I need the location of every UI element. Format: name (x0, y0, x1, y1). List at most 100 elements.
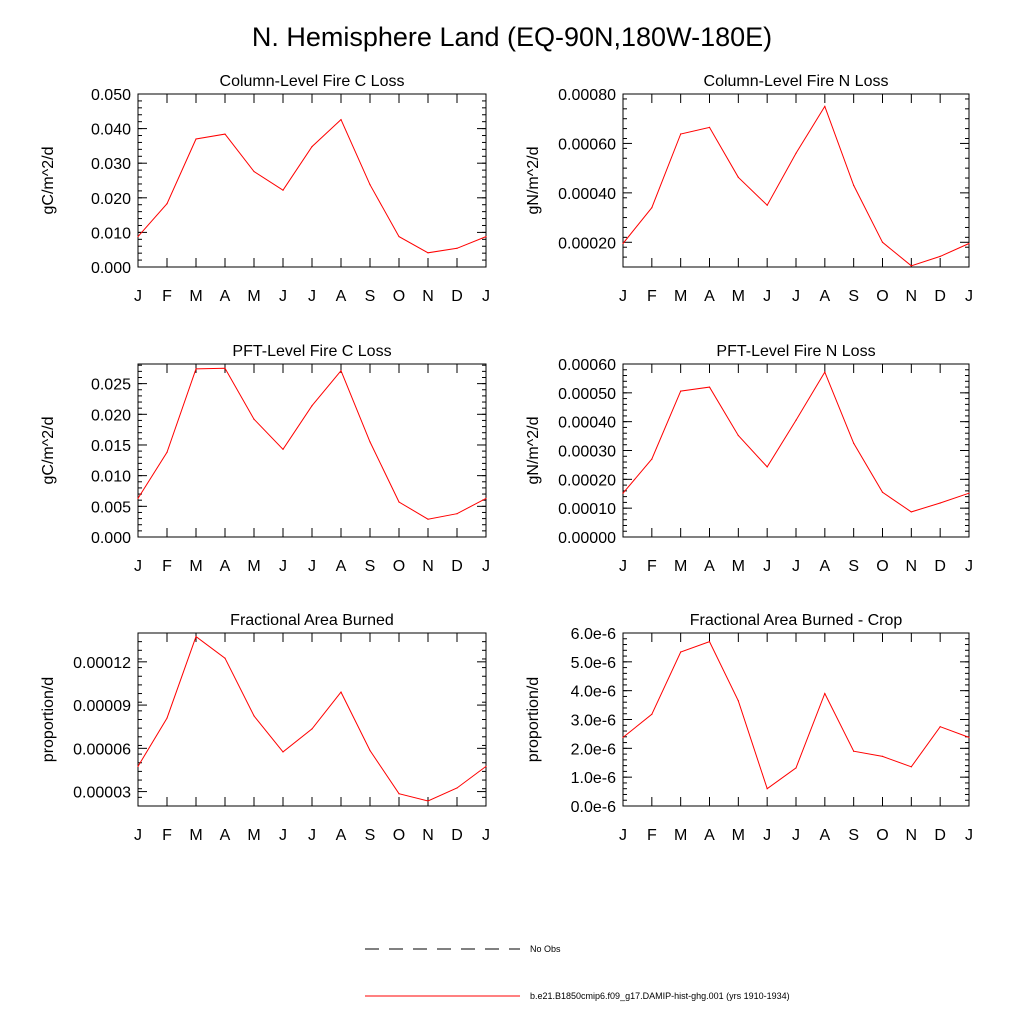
x-tick-label: S (365, 288, 376, 305)
plot-frame (622, 632, 970, 807)
x-tick-label: J (763, 558, 771, 575)
data-point (680, 133, 682, 135)
y-tick-label: 2.0e-6 (571, 741, 616, 758)
x-tick-label: J (482, 558, 490, 575)
data-point (224, 657, 226, 659)
x-tick-label: F (162, 827, 172, 844)
y-tick-label: 0.00000 (558, 530, 616, 547)
y-tick-label: 0.00020 (558, 235, 616, 252)
x-tick-label: A (336, 558, 347, 575)
data-point (853, 184, 855, 187)
x-tick-label: O (393, 288, 405, 305)
x-tick-label: J (279, 288, 287, 305)
series-line (622, 640, 970, 790)
series-line (622, 105, 970, 267)
data-point (795, 767, 797, 769)
data-point (737, 700, 739, 702)
x-tick-label: J (763, 288, 771, 305)
x-tick-label: M (732, 827, 745, 844)
y-tick-label: 0.005 (91, 499, 131, 516)
data-point (166, 717, 168, 719)
x-tick-label: N (422, 827, 434, 844)
data-point (766, 204, 768, 206)
x-tick-label: A (336, 827, 347, 844)
x-tick-label: M (189, 288, 202, 305)
series-line (622, 370, 970, 513)
data-point (910, 766, 912, 768)
data-point (282, 751, 284, 753)
y-tick-label: 0.025 (91, 377, 131, 394)
data-point (968, 736, 970, 738)
y-tick-label: 0.040 (91, 122, 131, 139)
data-point (456, 247, 458, 249)
data-point (282, 189, 284, 191)
x-tick-label: J (308, 558, 316, 575)
data-point (253, 418, 255, 420)
x-tick-label: A (819, 558, 830, 575)
data-point (369, 749, 371, 752)
chart-title: Column-Level Fire N Loss (704, 73, 889, 90)
x-tick-label: A (220, 558, 231, 575)
x-tick-label: M (247, 827, 260, 844)
data-point (737, 434, 739, 437)
data-point (166, 203, 168, 205)
x-tick-label: J (134, 288, 142, 305)
x-tick-label: S (848, 288, 859, 305)
data-point (881, 755, 884, 758)
data-point (224, 367, 226, 369)
x-tick-label: A (220, 288, 231, 305)
x-tick-label: D (934, 827, 946, 844)
chart-title: Column-Level Fire C Loss (220, 73, 405, 90)
data-point (369, 441, 371, 443)
x-tick-label: S (848, 558, 859, 575)
data-point (910, 511, 912, 513)
x-tick-label: J (134, 558, 142, 575)
data-point (766, 788, 768, 790)
data-point (824, 371, 826, 373)
x-tick-label: A (704, 558, 715, 575)
x-tick-label: O (393, 558, 405, 575)
x-tick-label: J (308, 827, 316, 844)
data-point (824, 692, 826, 695)
data-point (456, 513, 458, 515)
data-point (137, 497, 139, 499)
x-tick-label: J (279, 827, 287, 844)
series-line (137, 367, 487, 520)
x-tick-label: J (792, 827, 800, 844)
y-tick-label: 0.030 (91, 156, 131, 173)
x-tick-label: F (162, 558, 172, 575)
data-point (651, 713, 653, 715)
data-point (166, 451, 168, 453)
y-tick-label: 0.050 (91, 87, 131, 104)
data-point (795, 152, 797, 154)
data-point (680, 651, 682, 653)
x-tick-label: J (763, 827, 771, 844)
x-tick-label: D (451, 827, 463, 844)
x-tick-label: D (934, 558, 946, 575)
x-tick-label: M (674, 288, 687, 305)
data-point (195, 636, 197, 638)
data-point (369, 184, 371, 186)
y-tick-label: 0.00030 (558, 444, 616, 461)
y-tick-label: 0.00003 (73, 785, 131, 802)
data-point (340, 119, 342, 121)
y-tick-label: 0.000 (91, 530, 131, 547)
x-tick-label: J (279, 558, 287, 575)
data-point (195, 138, 197, 140)
data-point (398, 793, 400, 795)
x-tick-label: O (876, 288, 888, 305)
plot-frame (137, 632, 487, 807)
data-point (311, 405, 313, 407)
data-point (939, 255, 941, 257)
chart-title: PFT-Level Fire C Loss (232, 343, 391, 360)
x-tick-label: M (189, 558, 202, 575)
y-tick-label: 0.00040 (558, 186, 616, 203)
plot-frame (137, 93, 487, 268)
x-tick-label: J (482, 288, 490, 305)
plot-frame (137, 363, 487, 538)
y-tick-label: 0.000 (91, 260, 131, 277)
